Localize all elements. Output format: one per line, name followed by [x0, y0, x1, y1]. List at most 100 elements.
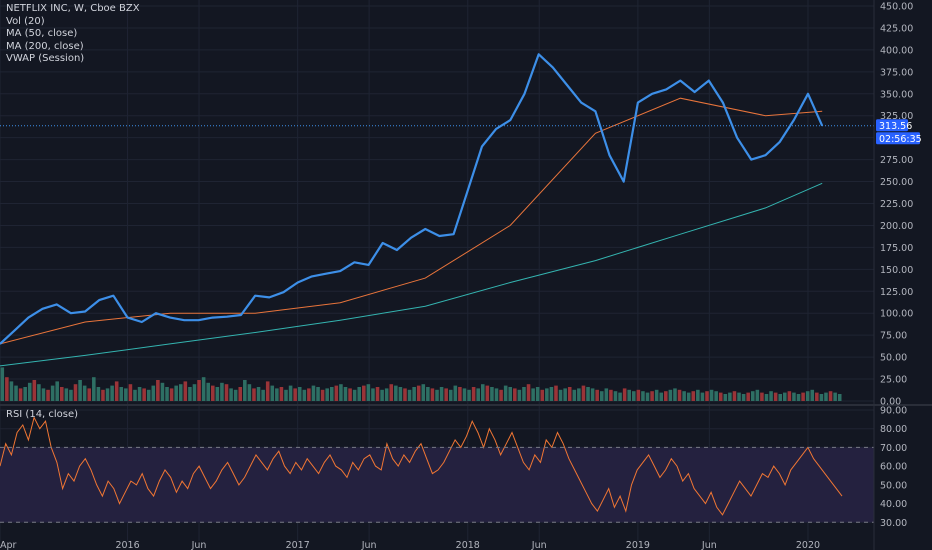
time-axis[interactable]: Apr 2016 Jun 2017 Jun 2018 Jun 2019 Jun 2020 [0, 540, 820, 550]
volume-bar [224, 384, 229, 401]
price-tick-label: 350.00 [880, 89, 913, 100]
volume-bar [320, 389, 325, 401]
volume-bar [599, 391, 604, 401]
volume-bar [645, 392, 650, 401]
ma50-line [0, 97, 823, 345]
volume-bars [0, 367, 842, 401]
volume-bar [23, 387, 27, 401]
volume-bar [737, 392, 741, 401]
volume-bar [41, 388, 46, 401]
volume-bar [146, 389, 151, 401]
volume-bar [439, 387, 444, 401]
volume-bar [453, 385, 458, 401]
last-price-value: 313.56 [879, 121, 912, 132]
volume-bar [311, 385, 316, 401]
volume-bar [709, 389, 714, 401]
volume-bar [96, 387, 101, 401]
time-tick-label: Jun [191, 540, 207, 550]
legend-ma50[interactable]: MA (50, close) [6, 28, 78, 39]
price-tick-label: 0.00 [880, 397, 901, 408]
volume-bar [769, 391, 773, 401]
volume-bar [46, 389, 50, 401]
volume-bar [828, 391, 833, 401]
countdown-value: 02:56:35 [879, 134, 922, 145]
volume-bar [375, 387, 380, 401]
volume-bar [741, 394, 746, 401]
volume-bar [792, 392, 796, 401]
rsi-legend[interactable]: RSI (14, close) [6, 409, 79, 420]
rsi-tick-label: 60.00 [880, 462, 907, 473]
volume-bar [462, 388, 467, 401]
volume-bar [384, 388, 389, 401]
volume-bar [723, 394, 728, 401]
price-tick-label: 25.00 [880, 375, 907, 386]
rsi-tick-label: 30.00 [880, 518, 907, 529]
volume-bar [581, 385, 586, 401]
volume-bar [746, 392, 750, 401]
price-tick-label: 100.00 [880, 309, 913, 320]
volume-bar [650, 391, 654, 401]
volume-bar [339, 384, 343, 401]
volume-bar [567, 387, 572, 401]
rsi-line [0, 416, 843, 516]
time-tick-label: 2018 [456, 540, 480, 550]
volume-bar [572, 389, 577, 401]
legend-vwap[interactable]: VWAP (Session) [6, 53, 85, 64]
rsi-axis[interactable]: 90.00 80.00 70.00 60.00 50.00 40.00 30.00 [880, 406, 907, 529]
price-tick-label: 250.00 [880, 177, 913, 188]
volume-bar [156, 380, 160, 401]
volume-bar [119, 387, 124, 401]
last-price-badge [876, 119, 908, 132]
volume-bar [307, 388, 311, 401]
volume-bar [334, 385, 339, 401]
time-tick-label: 2020 [796, 540, 820, 550]
legend-volume[interactable]: Vol (20) [6, 15, 45, 27]
volume-bar [778, 394, 783, 401]
volume-bar [773, 392, 778, 401]
volume-bar [297, 387, 302, 401]
ma200-line [0, 182, 823, 367]
volume-bar [160, 382, 165, 401]
volume-bar [819, 394, 824, 401]
volume-bar [169, 388, 174, 401]
volume-bar [668, 389, 673, 401]
volume-bar [750, 391, 755, 401]
price-tick-label: 325.00 [880, 111, 913, 122]
volume-bar [188, 387, 192, 401]
time-tick-label: Apr [0, 540, 17, 550]
volume-bar [755, 389, 760, 401]
volume-bar [458, 387, 462, 401]
volume-bar [142, 388, 146, 401]
rsi-tick-label: 40.00 [880, 499, 907, 510]
price-tick-label: 75.00 [880, 331, 907, 342]
volume-bar [288, 385, 293, 401]
volume-bar [677, 389, 682, 401]
volume-bar [673, 388, 677, 401]
volume-bar [73, 384, 78, 401]
volume-bar [627, 389, 631, 401]
volume-bar [810, 389, 815, 401]
volume-bar [32, 380, 37, 401]
volume-bar [229, 388, 233, 401]
volume-bar [700, 392, 705, 401]
volume-bar [362, 385, 366, 401]
volume-bar [137, 387, 142, 401]
rsi-tick-label: 50.00 [880, 480, 907, 491]
volume-bar [732, 391, 737, 401]
volume-bar [50, 385, 55, 401]
price-line [0, 53, 824, 345]
volume-bar [490, 387, 494, 401]
volume-bar [37, 384, 41, 401]
volume-bar [110, 385, 114, 401]
volume-bar [9, 381, 14, 401]
volume-bar [508, 387, 513, 401]
volume-bar [293, 388, 297, 401]
legend-ma200[interactable]: MA (200, close) [6, 40, 84, 52]
price-tick-label: 375.00 [880, 67, 913, 78]
legend-symbol[interactable]: NETFLIX INC, W, Cboe BZX [6, 3, 140, 14]
rsi-tick-label: 90.00 [880, 406, 907, 417]
volume-bar [5, 377, 9, 401]
time-tick-label: 2019 [626, 540, 650, 550]
price-tick-label: 425.00 [880, 23, 913, 34]
